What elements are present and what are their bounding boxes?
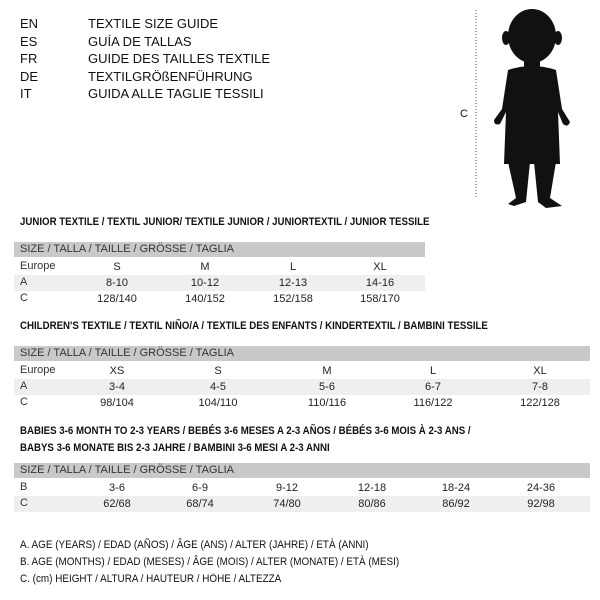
section-title: CHILDREN'S TEXTILE / TEXTIL NIÑO/A / TEX… [20, 320, 488, 332]
table-row: Europe S M L XL [14, 259, 425, 275]
table-cell: 98/104 [100, 397, 134, 409]
table-cell: 140/152 [185, 293, 225, 305]
legend-item: A. AGE (YEARS) / EDAD (AÑOS) / ÂGE (ANS)… [20, 539, 369, 551]
table-cell: M [322, 365, 332, 377]
table-cell: 10-12 [190, 277, 220, 289]
row-label: A [20, 380, 28, 392]
table-cell: 7-8 [532, 381, 548, 393]
table-cell: 74/80 [273, 498, 301, 510]
section-title: JUNIOR TEXTILE / TEXTIL JUNIOR/ TEXTILE … [20, 216, 430, 228]
language-code: FR [20, 51, 38, 66]
table-row: B 3-6 6-9 9-12 12-18 18-24 24-36 [14, 480, 590, 496]
table-cell: 24-36 [526, 482, 556, 494]
table-cell: 12-18 [357, 482, 387, 494]
language-code: IT [20, 86, 32, 101]
child-silhouette-figure [475, 9, 570, 208]
guide-title: GUIDE DES TAILLES TEXTILE [88, 51, 271, 66]
legend-item: C. (cm) HEIGHT / ALTURA / HAUTEUR / HÖHE… [20, 573, 282, 585]
size-header-label: SIZE / TALLA / TAILLE / GRÖSSE / TAGLIA [20, 347, 234, 359]
row-label: A [20, 276, 28, 288]
row-label: C [20, 396, 28, 408]
table-row: C 62/68 68/74 74/80 80/86 86/92 92/98 [14, 496, 590, 512]
table-row: Europe XS S M L XL [14, 363, 590, 379]
section-title: BABIES 3-6 MONTH TO 2-3 YEARS / BEBÉS 3-… [20, 425, 471, 437]
table-cell: 110/116 [307, 397, 347, 409]
table-cell: 104/110 [198, 397, 238, 409]
table-row: A 3-4 4-5 5-6 6-7 7-8 [14, 379, 590, 395]
legend-item: B. AGE (MONTHS) / EDAD (MESES) / ÂGE (MO… [20, 556, 400, 568]
table-cell: 68/74 [186, 498, 214, 510]
section-title: BABYS 3-6 MONATE BIS 2-3 JAHRE / BAMBINI… [20, 442, 330, 454]
row-label: C [20, 292, 28, 304]
table-cell: XL [533, 365, 547, 377]
table-cell: 152/158 [273, 293, 313, 305]
table-cell: 3-4 [109, 381, 125, 393]
table-cell: 4-5 [210, 381, 226, 393]
row-label: Europe [20, 364, 56, 376]
height-label: C [460, 108, 468, 120]
language-code: DE [20, 68, 39, 84]
guide-title: TEXTILE SIZE GUIDE [88, 16, 219, 31]
table-cell: 92/98 [527, 498, 555, 510]
size-header-label: SIZE / TALLA / TAILLE / GRÖSSE / TAGLIA [20, 243, 234, 255]
table-cell: 8-10 [105, 277, 129, 289]
row-label: B [20, 481, 28, 493]
table-row: A 8-10 10-12 12-13 14-16 [14, 275, 425, 291]
table-cell: 128/140 [97, 293, 137, 305]
size-header-bar: SIZE / TALLA / TAILLE / GRÖSSE / TAGLIA [14, 463, 590, 478]
size-header-bar: SIZE / TALLA / TAILLE / GRÖSSE / TAGLIA [14, 242, 425, 257]
table-cell: 62/68 [103, 498, 131, 510]
table-cell: S [214, 365, 222, 377]
guide-title: TEXTILGRÖßENFÜHRUNG [88, 68, 253, 84]
table-cell: 6-7 [425, 381, 441, 393]
table-cell: 12-13 [278, 277, 308, 289]
language-code: EN [20, 16, 39, 31]
table-cell: 80/86 [358, 498, 386, 510]
table-cell: M [200, 261, 210, 273]
size-header-label: SIZE / TALLA / TAILLE / GRÖSSE / TAGLIA [20, 464, 234, 476]
table-cell: XS [109, 365, 125, 377]
size-header-bar: SIZE / TALLA / TAILLE / GRÖSSE / TAGLIA [14, 346, 590, 361]
table-cell: XL [373, 261, 387, 273]
table-cell: 158/170 [360, 293, 400, 305]
table-cell: 6-9 [192, 482, 208, 494]
table-cell: 86/92 [442, 498, 470, 510]
table-row: C 128/140 140/152 152/158 158/170 [14, 291, 425, 307]
table-cell: L [289, 261, 297, 273]
table-cell: 122/128 [520, 397, 560, 409]
table-cell: 5-6 [319, 381, 335, 393]
table-cell: 14-16 [365, 277, 395, 289]
table-cell: 18-24 [441, 482, 471, 494]
row-label: Europe [20, 260, 56, 272]
guide-title: GUÍA DE TALLAS [88, 33, 192, 49]
table-row: C 98/104 104/110 110/116 116/122 122/128 [14, 395, 590, 411]
guide-title: GUIDA ALLE TAGLIE TESSILI [88, 86, 264, 101]
language-code: ES [20, 33, 38, 49]
table-cell: L [429, 365, 437, 377]
row-label: C [20, 497, 28, 509]
table-cell: S [113, 261, 121, 273]
table-cell: 9-12 [275, 482, 299, 494]
table-cell: 3-6 [109, 482, 125, 494]
table-cell: 116/122 [413, 397, 453, 409]
